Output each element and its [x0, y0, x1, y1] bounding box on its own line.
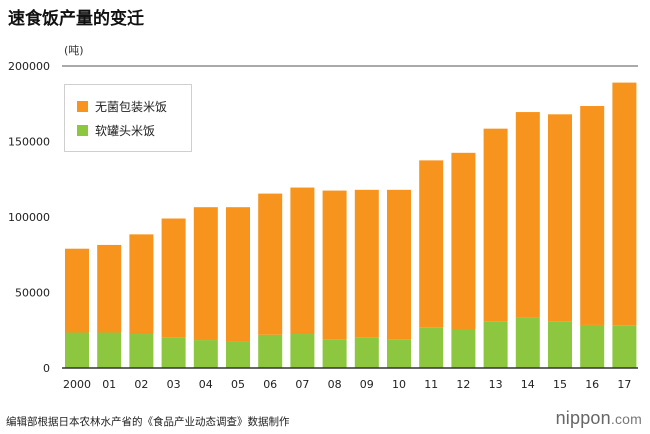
y-tick-label: 0 [43, 362, 50, 375]
x-tick-label: 16 [585, 378, 599, 391]
x-tick-label: 15 [553, 378, 567, 391]
bar-canned-rice [612, 325, 637, 368]
x-tick-label: 13 [489, 378, 503, 391]
x-tick-label: 14 [521, 378, 535, 391]
bar-canned-rice [322, 339, 347, 368]
y-tick-label: 200000 [8, 60, 50, 73]
legend-item-canned: 软罐头米饭 [77, 123, 156, 138]
bar-canned-rice [451, 329, 476, 368]
legend-label-canned: 软罐头米饭 [95, 123, 156, 138]
bar-aseptic-rice [483, 128, 508, 322]
bar-canned-rice [290, 334, 315, 368]
legend-label-instant: 无菌包装米饭 [95, 99, 168, 114]
bar-canned-rice [65, 332, 89, 368]
bar-aseptic-rice [129, 234, 154, 335]
bar-canned-rice [548, 321, 572, 368]
bar-canned-rice [258, 334, 283, 368]
x-tick-label: 01 [102, 378, 116, 391]
x-tick-label: 03 [167, 378, 181, 391]
y-axis-unit: (吨) [64, 44, 84, 57]
bar-aseptic-rice [226, 207, 250, 342]
x-tick-label: 09 [360, 378, 374, 391]
bar-aseptic-rice [290, 187, 315, 335]
x-tick-label: 2000 [63, 378, 91, 391]
bar-aseptic-rice [612, 82, 637, 326]
bar-canned-rice [483, 321, 508, 368]
legend-item-instant: 无菌包装米饭 [77, 99, 168, 114]
y-tick-label: 100000 [8, 211, 50, 224]
bar-aseptic-rice [548, 114, 572, 322]
bar-aseptic-rice [258, 193, 283, 335]
x-tick-label: 06 [263, 378, 277, 391]
bar-aseptic-rice [161, 218, 186, 338]
bar-aseptic-rice [419, 160, 444, 328]
legend-swatch-canned [77, 124, 88, 136]
x-tick-label: 05 [231, 378, 245, 391]
logo-main: nippon [555, 408, 611, 428]
x-tick-label: 04 [199, 378, 213, 391]
x-tick-label: 17 [617, 378, 631, 391]
source-note: 编辑部根据日本农林水产省的《食品产业动态调查》数据制作 [6, 416, 290, 428]
bar-aseptic-rice [97, 244, 122, 333]
bar-aseptic-rice [451, 152, 476, 330]
legend: 无菌包装米饭 软罐头米饭 [64, 84, 192, 152]
logo-suffix: .com [610, 411, 642, 427]
nippon-logo: nippon.com [556, 408, 642, 429]
x-tick-label: 11 [424, 378, 438, 391]
bar-aseptic-rice [387, 189, 411, 340]
bar-aseptic-rice [322, 190, 347, 340]
bar-canned-rice [193, 340, 218, 368]
x-tick-label: 08 [328, 378, 342, 391]
bar-canned-rice [419, 327, 444, 368]
bar-canned-rice [161, 337, 186, 368]
y-tick-label: 150000 [8, 136, 50, 149]
bar-canned-rice [354, 337, 379, 368]
bar-canned-rice [580, 324, 605, 368]
bar-aseptic-rice [580, 106, 605, 325]
bar-canned-rice [97, 332, 122, 368]
x-tick-label: 07 [295, 378, 309, 391]
x-tick-label: 10 [392, 378, 406, 391]
bar-canned-rice [129, 334, 154, 368]
bar-canned-rice [515, 317, 540, 368]
bar-aseptic-rice [515, 112, 540, 318]
chart-title: 速食饭产量的变迁 [8, 9, 144, 29]
y-tick-label: 50000 [15, 287, 50, 300]
bar-aseptic-rice [193, 207, 218, 341]
bar-canned-rice [387, 339, 411, 368]
bar-aseptic-rice [354, 189, 379, 338]
bar-canned-rice [226, 341, 250, 368]
x-tick-label: 02 [134, 378, 148, 391]
bar-aseptic-rice [65, 248, 89, 333]
x-tick-label: 12 [456, 378, 470, 391]
legend-swatch-instant [77, 100, 88, 112]
